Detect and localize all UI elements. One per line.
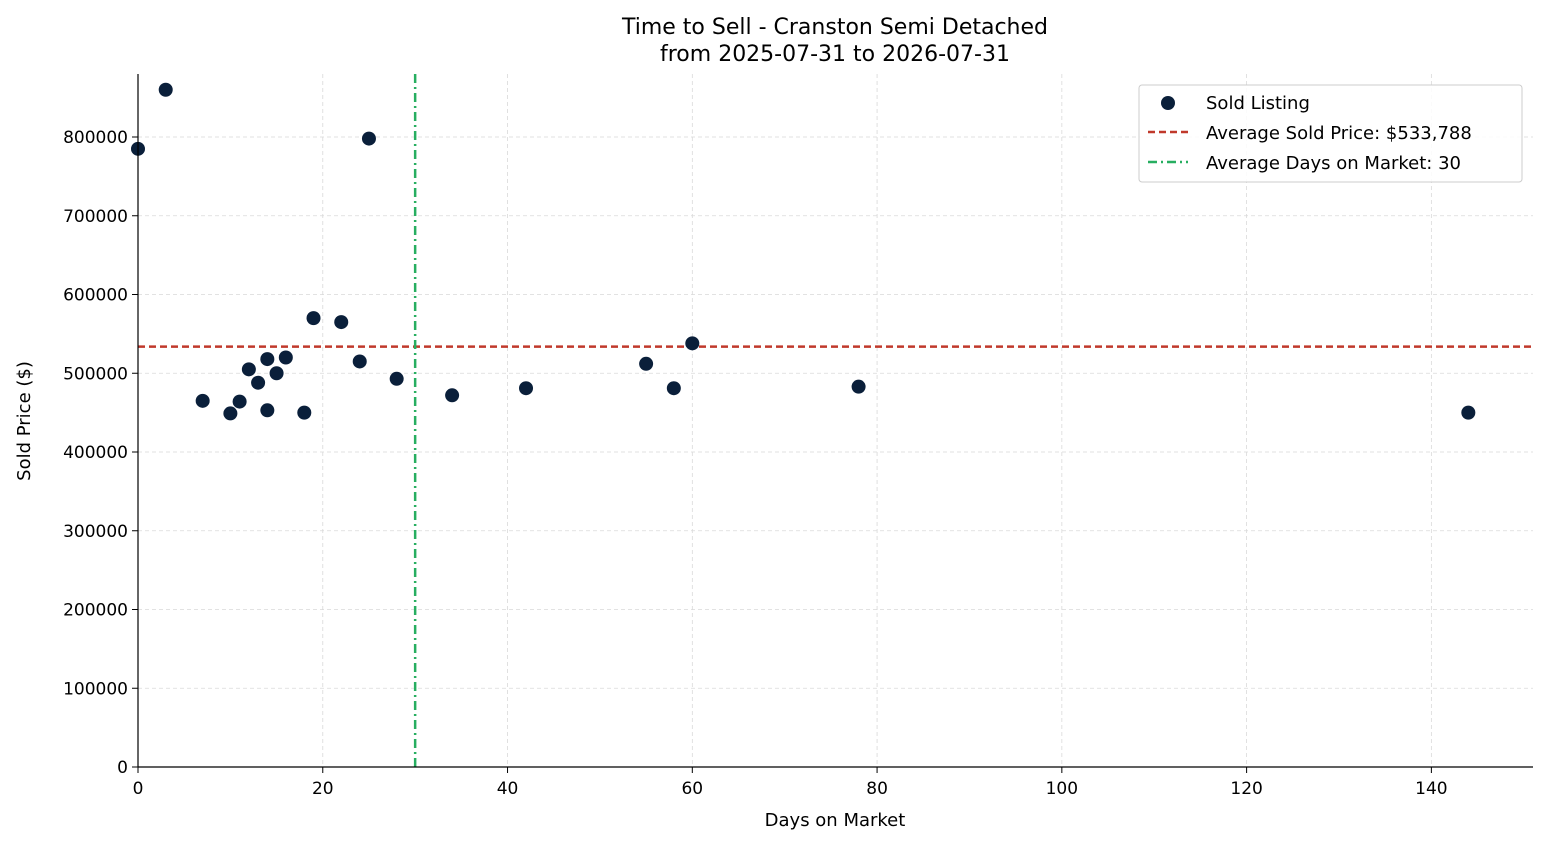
y-tick-label: 0 bbox=[117, 758, 128, 778]
sold-listing-point bbox=[260, 352, 275, 367]
legend: Sold Listing Average Sold Price: $533,78… bbox=[1138, 84, 1523, 183]
axes: 0 20 40 60 80 100 120 140 0 100000 200000 300000 400… bbox=[63, 74, 1533, 799]
sold-listing-point bbox=[685, 336, 700, 351]
y-tick-label: 500000 bbox=[63, 364, 128, 384]
chart-subtitle: from 2025-07-31 to 2026-07-31 bbox=[660, 42, 1010, 67]
x-tick-label: 0 bbox=[133, 779, 144, 799]
sold-listing-point bbox=[223, 406, 238, 421]
x-tick-label: 120 bbox=[1230, 779, 1262, 799]
legend-marker-sold-listing bbox=[1161, 96, 1175, 110]
sold-listing-point bbox=[251, 375, 266, 390]
x-tick-label: 40 bbox=[497, 779, 519, 799]
sold-listing-point bbox=[851, 379, 866, 394]
sold-listing-point bbox=[241, 362, 256, 377]
y-axis-title: Sold Price ($) bbox=[14, 361, 35, 481]
sold-listing-point bbox=[195, 393, 210, 408]
sold-listing-point bbox=[158, 82, 173, 97]
sold-listing-point bbox=[1461, 405, 1476, 420]
x-tick-label: 80 bbox=[866, 779, 888, 799]
sold-listing-point bbox=[334, 315, 349, 330]
sold-listing-point bbox=[352, 354, 367, 369]
sold-listing-point bbox=[232, 394, 247, 409]
sold-listing-point bbox=[278, 350, 293, 365]
x-tick-label: 100 bbox=[1046, 779, 1078, 799]
y-tick-label: 800000 bbox=[63, 128, 128, 148]
sold-listing-point bbox=[260, 403, 275, 418]
x-tick-label: 60 bbox=[681, 779, 703, 799]
y-tick-label: 200000 bbox=[63, 601, 128, 621]
y-tick-label: 400000 bbox=[63, 443, 128, 463]
x-axis-title: Days on Market bbox=[765, 810, 906, 831]
sold-listing-point bbox=[389, 371, 404, 386]
legend-label-sold-listing: Sold Listing bbox=[1206, 93, 1310, 114]
legend-label-average-days: Average Days on Market: 30 bbox=[1206, 153, 1461, 174]
reference-lines bbox=[138, 74, 1533, 767]
sold-listing-point bbox=[306, 311, 321, 326]
x-tick-label: 140 bbox=[1415, 779, 1447, 799]
sold-listing-point bbox=[519, 381, 534, 396]
sold-listing-point bbox=[445, 388, 460, 403]
sold-listing-point bbox=[269, 366, 284, 381]
sold-listing-point bbox=[297, 405, 312, 420]
y-tick-label: 300000 bbox=[63, 522, 128, 542]
y-tick-label: 100000 bbox=[63, 679, 128, 699]
y-tick-label: 700000 bbox=[63, 207, 128, 227]
data-points bbox=[131, 82, 1476, 421]
x-tick-label: 20 bbox=[312, 779, 334, 799]
sold-listing-point bbox=[666, 381, 681, 396]
sold-listing-point bbox=[639, 356, 654, 371]
y-tick-label: 600000 bbox=[63, 286, 128, 306]
legend-frame bbox=[1138, 84, 1523, 183]
chart-title: Time to Sell - Cranston Semi Detached bbox=[621, 15, 1048, 40]
legend-label-average-price: Average Sold Price: $533,788 bbox=[1206, 123, 1472, 144]
sold-listing-point bbox=[361, 131, 376, 146]
